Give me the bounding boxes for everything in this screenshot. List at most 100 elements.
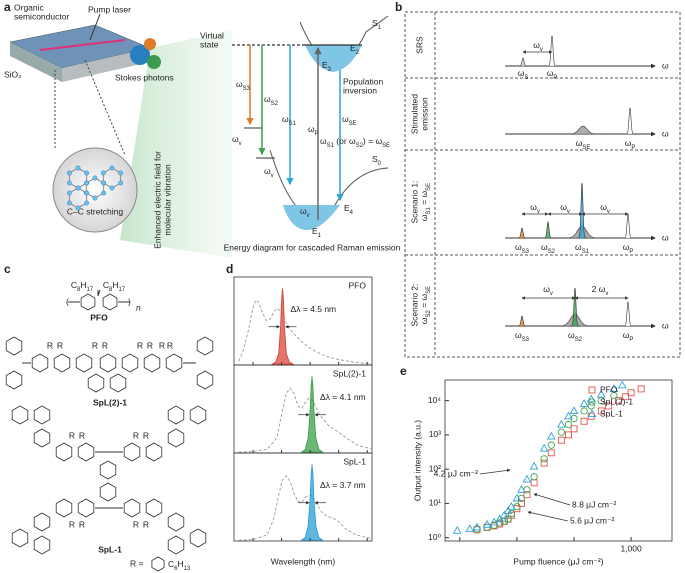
marker-square <box>565 431 572 439</box>
substrate-front <box>62 48 150 82</box>
text-part: ω <box>264 166 271 176</box>
pump-beam <box>39 39 126 51</box>
subscript: SE <box>426 286 432 294</box>
substituent: R <box>69 430 75 440</box>
y-tick-label: 10¹ <box>429 498 441 508</box>
atom <box>84 190 90 196</box>
text-part: C <box>103 280 109 290</box>
text-part: ω <box>530 202 537 212</box>
text-part: ω <box>419 214 429 221</box>
subplot-frame <box>233 452 373 542</box>
subscript: 8 <box>109 287 113 293</box>
substituent: R <box>143 430 149 440</box>
legend-label: PFO <box>600 384 618 394</box>
substituent: R <box>143 519 149 529</box>
ring <box>87 373 105 393</box>
marker-triangle <box>596 389 606 398</box>
marker-triangle <box>452 525 462 534</box>
device-label: Stokes photons <box>115 72 174 82</box>
formula: R = <box>130 558 144 568</box>
marker-triangle <box>539 443 549 452</box>
zoom-line <box>84 59 126 156</box>
ring <box>55 498 73 518</box>
marker-square <box>615 397 622 405</box>
diagram-label: S1 <box>372 18 382 30</box>
atom <box>118 180 124 186</box>
peak-label: ωv <box>543 284 553 296</box>
marker-square <box>604 402 612 410</box>
atom <box>83 180 89 186</box>
peak-label: ωSE <box>576 138 591 150</box>
text-part: ω <box>264 94 271 104</box>
ring <box>123 498 141 518</box>
peak-label: ωS2 <box>541 242 555 254</box>
text-part: ω <box>625 138 632 148</box>
text-part: H <box>112 280 118 290</box>
peak-label: ωS3 <box>515 330 530 342</box>
ring <box>143 353 161 373</box>
text-part: ω <box>541 242 548 252</box>
subscript: SE <box>582 145 590 151</box>
text-part: ω <box>515 330 522 340</box>
ring <box>53 353 71 373</box>
row-title: SRS <box>414 36 424 54</box>
compound-name: SpL(2)-1 <box>93 397 127 407</box>
y-tick-label: 10³ <box>429 429 441 439</box>
text-part: ω <box>300 206 307 216</box>
ring <box>99 353 117 373</box>
compound-name: PFO <box>90 312 108 322</box>
ring <box>102 293 118 311</box>
text-part: E <box>312 226 318 236</box>
row-title: emission <box>419 97 429 131</box>
substituent: R <box>47 340 53 350</box>
device-label: Organic <box>14 2 45 12</box>
text-part: (or ω <box>334 136 356 146</box>
marker-triangle <box>609 384 619 392</box>
device-label: Pump laser <box>88 4 131 14</box>
marker-square <box>570 425 578 433</box>
y-tick-label: 10² <box>429 463 441 473</box>
subplot-title: PFO <box>349 280 367 290</box>
marker-triangle <box>472 522 482 531</box>
atom <box>66 170 72 176</box>
peak-label: ωP <box>625 138 636 150</box>
subscript: v <box>605 291 608 297</box>
atom <box>92 175 98 181</box>
atom <box>100 170 106 176</box>
s0-well <box>283 205 340 231</box>
substituent: R <box>79 519 85 529</box>
panel-b-frame <box>404 11 681 358</box>
device-label: C–C stretching <box>67 206 123 216</box>
panel-label: a <box>4 0 11 14</box>
marker-square <box>580 417 588 425</box>
marker-circle <box>540 455 548 463</box>
ring <box>99 482 117 502</box>
marker-square <box>557 436 565 444</box>
subscript: 0 <box>378 161 382 167</box>
zoom-circle <box>52 147 138 233</box>
text-part: S <box>372 18 378 28</box>
marker-square <box>540 459 548 467</box>
atom <box>101 190 107 196</box>
atom <box>75 165 81 171</box>
peak-label: ωP <box>623 330 634 342</box>
marker-square <box>622 393 630 401</box>
diagram-label: ωP <box>308 124 319 136</box>
diagram-label: E2 <box>350 43 359 55</box>
subscript: v <box>307 213 310 219</box>
text-part: ω <box>232 134 239 144</box>
marker-square <box>637 385 645 393</box>
device-label: Enhanced electric field for <box>152 151 162 249</box>
atom <box>109 185 115 191</box>
text-part: ω <box>308 124 315 134</box>
marker-circle <box>587 402 595 410</box>
legend-marker <box>588 398 596 406</box>
peak-label: ωv <box>560 202 570 214</box>
marker-triangle <box>522 474 532 483</box>
peak <box>516 315 528 327</box>
ring <box>5 336 23 356</box>
ring <box>109 373 127 393</box>
photon <box>144 38 156 50</box>
marker-circle <box>530 473 538 481</box>
